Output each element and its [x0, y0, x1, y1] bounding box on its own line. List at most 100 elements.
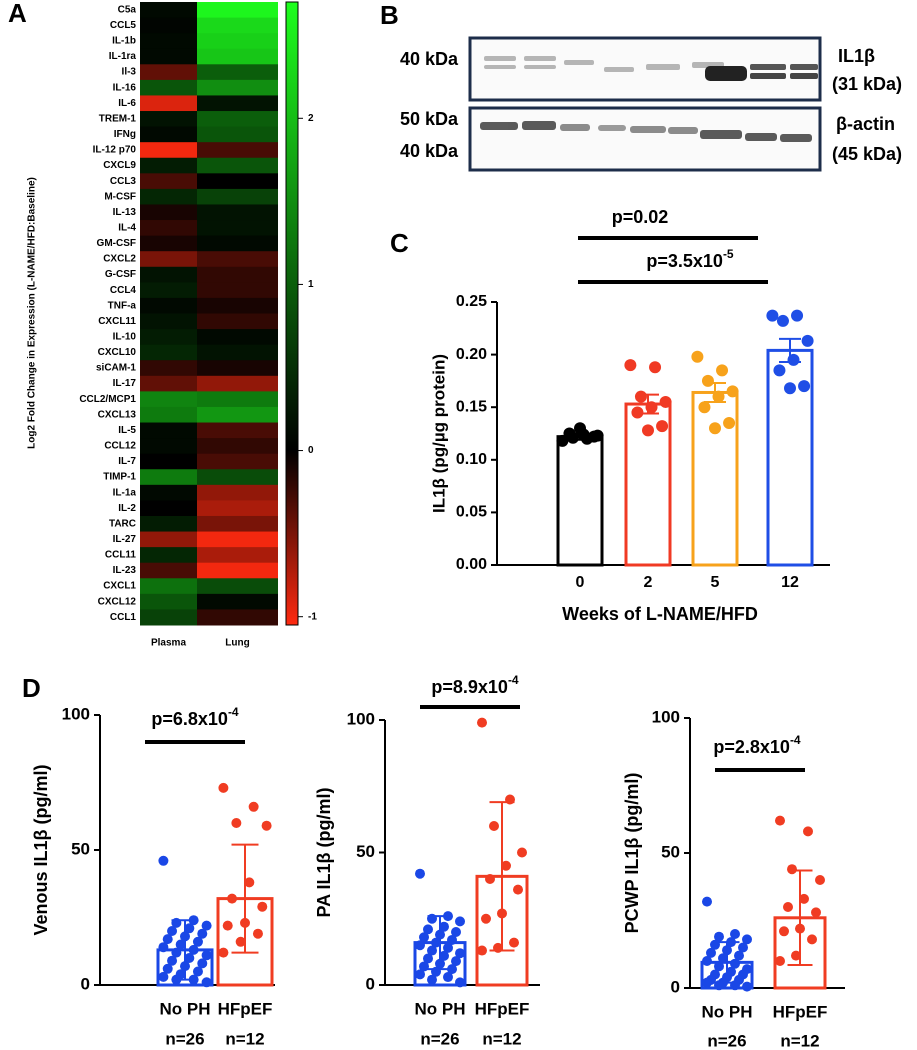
data-point: [730, 958, 740, 969]
data-point: [218, 782, 229, 793]
heatmap-cell: [197, 142, 278, 159]
heatmap-cell: [140, 79, 197, 96]
colorbar: [285, 1, 299, 626]
x-tick-label: 2: [644, 574, 653, 591]
colorbar-tick-label: 1: [308, 279, 314, 290]
data-point: [188, 915, 199, 926]
heatmap-cell: [140, 235, 197, 252]
column-label: Lung: [225, 638, 249, 649]
data-point: [742, 934, 752, 945]
heatmap-cell: [140, 64, 197, 81]
data-point: [698, 401, 711, 414]
p-value-text: p=3.5x10: [646, 251, 723, 271]
p-value-text: p=8.9x10: [431, 677, 508, 697]
y-tick-label: 50: [356, 842, 375, 861]
heatmap-cell: [197, 578, 278, 595]
heatmap-cell: [197, 422, 278, 439]
heatmap-cell: [140, 453, 197, 470]
row-label: CXCL1: [103, 581, 136, 592]
data-point: [197, 928, 208, 939]
heatmap-cell: [197, 282, 278, 299]
data-point: [709, 422, 721, 435]
data-point: [235, 936, 246, 947]
heatmap-cell: [197, 500, 278, 517]
data-point: [218, 947, 229, 958]
data-point: [419, 932, 429, 943]
data-point: [659, 395, 672, 408]
row-label: IL-7: [118, 456, 136, 467]
data-point: [180, 961, 190, 972]
data-point: [649, 361, 662, 374]
data-point: [779, 926, 789, 937]
data-point: [435, 958, 445, 969]
row-label: CXCL2: [103, 254, 136, 265]
data-point: [162, 934, 173, 945]
data-point: [702, 956, 712, 966]
row-label: CXCL10: [98, 347, 137, 358]
y-tick-label: 50: [71, 839, 90, 858]
data-point: [257, 901, 268, 912]
heatmap-cell: [197, 188, 278, 205]
data-point: [624, 359, 637, 372]
heatmap-cell: [140, 500, 197, 517]
data-point: [431, 966, 441, 977]
data-point: [722, 945, 732, 956]
heatmap-cell: [197, 484, 278, 501]
data-point: [574, 422, 586, 435]
bar: [556, 435, 604, 567]
blot-protein: β-actin: [836, 114, 895, 134]
data-point: [775, 956, 785, 966]
heatmap-cell: [140, 406, 197, 424]
data-point: [517, 847, 527, 858]
data-point: [588, 430, 601, 443]
data-point: [815, 875, 825, 885]
data-point: [775, 815, 785, 826]
heatmap-cell: [140, 531, 197, 548]
heatmap-cell: [197, 220, 278, 237]
heatmap-cell: [140, 422, 197, 439]
heatmap-cell: [140, 469, 197, 486]
x-tick-label: No PH: [415, 999, 466, 1018]
row-label: GM-CSF: [97, 238, 136, 249]
data-point: [158, 855, 169, 866]
heatmap-cell: [197, 329, 278, 346]
data-point: [184, 923, 195, 934]
row-label: IL-10: [113, 332, 137, 343]
heatmap-cell: [197, 593, 278, 610]
data-point: [645, 401, 658, 414]
heatmap-cell: [197, 126, 278, 143]
data-point: [171, 917, 182, 928]
y-tick-label: 0: [366, 974, 375, 993]
blot-marker: 40 kDa: [400, 49, 459, 69]
data-point: [783, 902, 793, 912]
row-label: IL-2: [118, 503, 136, 514]
p-value-text: p=6.8x10: [151, 709, 228, 729]
data-point: [427, 974, 437, 985]
heatmap-cell: [140, 609, 197, 626]
p-value: p=8.9x10-4: [431, 673, 519, 697]
data-point: [240, 917, 250, 928]
row-label: CXCL11: [98, 316, 136, 327]
x-tick-label: 5: [711, 574, 720, 591]
data-point: [188, 944, 199, 955]
y-axis-label: IL1β (pg/µg protein): [429, 354, 448, 513]
panel-label: A: [8, 0, 27, 28]
heatmap-cell: [197, 562, 278, 579]
data-point: [656, 420, 669, 433]
data-point: [795, 923, 805, 934]
heatmap-cell: [197, 391, 278, 408]
heatmap-cell: [197, 95, 278, 112]
data-point: [419, 961, 429, 972]
data-point: [447, 934, 457, 945]
y-axis-label: Log2 Fold Change in Expression (L-NAME/H…: [27, 177, 38, 449]
data-point: [455, 977, 465, 988]
western-blot: [468, 36, 822, 172]
row-label: IL-6: [118, 98, 136, 109]
row-label: TNF-a: [108, 300, 137, 311]
data-point: [787, 864, 797, 875]
blot-protein: IL1β: [838, 46, 875, 66]
row-label: C5a: [118, 4, 137, 15]
heatmap-cell: [140, 173, 197, 190]
data-point: [718, 953, 728, 964]
p-value: p=0.02: [612, 207, 669, 227]
